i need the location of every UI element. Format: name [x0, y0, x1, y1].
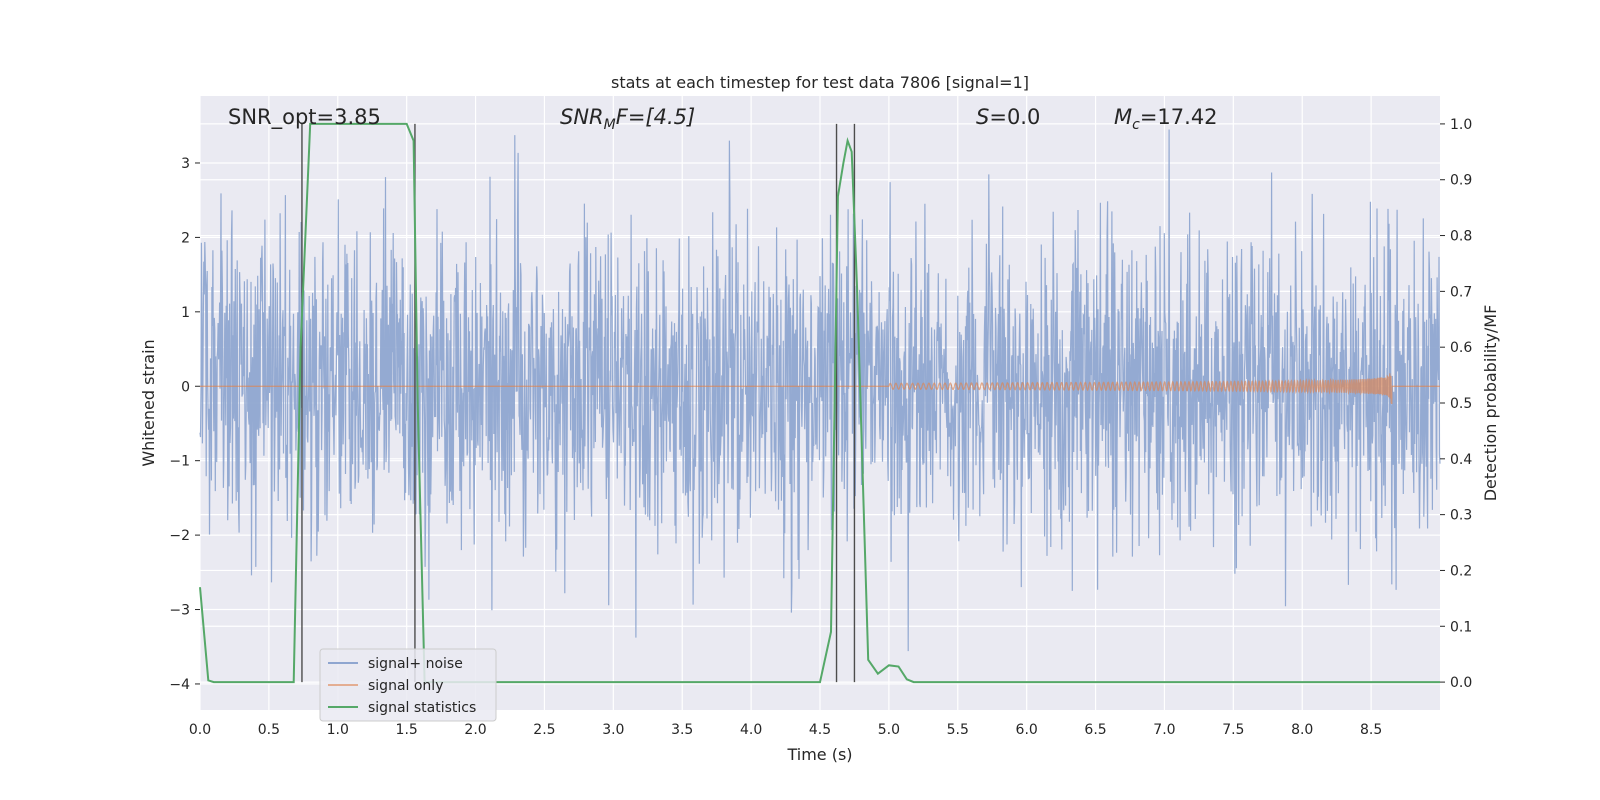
- x-ticks: 0.0 0.5 1.0 1.5 2.0 2.5 3.0 3.5 4.0 4.5 5.0 5.5 6.0 6…: [189, 722, 1382, 738]
- chart-title: stats at each timestep for test data 780…: [611, 73, 1029, 92]
- y-ticks-left: −4 −3 −2 −1 0 1 2 3: [169, 156, 200, 693]
- y-tick-label-left: −4: [169, 677, 190, 693]
- signal-only-series: [200, 373, 1440, 404]
- noise-line: [199, 129, 1441, 652]
- y-tick-label-left: 2: [181, 230, 190, 246]
- legend-label-noise: signal+ noise: [368, 656, 463, 672]
- y-tick-label-left: 1: [181, 305, 190, 321]
- y-tick-label-left: −3: [169, 603, 190, 619]
- annotation-snr-mf-sub: M: [604, 117, 616, 133]
- x-tick-label: 0.0: [189, 722, 211, 738]
- x-tick-label: 7.5: [1222, 722, 1244, 738]
- annotation-mc-sub: c: [1132, 117, 1140, 133]
- y-tick-label-right: 0.6: [1450, 340, 1472, 356]
- annotation-snr-mf-base: SNR: [560, 105, 604, 129]
- annotation-mc: Mc=17.42: [1114, 105, 1218, 133]
- y-tick-label-left: 0: [181, 379, 190, 395]
- x-tick-label: 4.0: [740, 722, 762, 738]
- signal-statistics-series: [199, 122, 1440, 684]
- y-axis-label-right: Detection probability/MF: [1481, 305, 1500, 502]
- y-tick-label-left: −1: [169, 454, 190, 470]
- y-ticks-right: 0.0 0.1 0.2 0.3 0.4 0.5 0.6 0.7 0.8 0.9 1.0: [1440, 117, 1472, 691]
- x-tick-label: 0.5: [258, 722, 280, 738]
- annotation-s-rest: =0.0: [989, 105, 1040, 129]
- x-axis-label: Time (s): [786, 745, 852, 764]
- y-tick-label-right: 0.3: [1450, 508, 1472, 524]
- y-tick-label-right: 0.5: [1450, 396, 1472, 412]
- annotation-mc-base: M: [1114, 105, 1132, 129]
- y-tick-label-right: 0.9: [1450, 173, 1472, 189]
- x-tick-label: 8.0: [1291, 722, 1313, 738]
- annotation-snr-mf: SNRMF=[4.5]: [560, 105, 695, 133]
- x-tick-label: 5.0: [878, 722, 900, 738]
- x-tick-label: 3.0: [602, 722, 624, 738]
- legend-box: [319, 648, 497, 722]
- x-tick-label: 1.5: [396, 722, 418, 738]
- statistics-line: [199, 122, 1440, 684]
- y-tick-label-left: −2: [169, 528, 190, 544]
- x-tick-label: 7.0: [1153, 722, 1175, 738]
- x-tick-label: 2.5: [533, 722, 555, 738]
- y-tick-label-right: 0.2: [1450, 563, 1472, 579]
- annotation-s-base: S: [976, 105, 989, 129]
- y-tick-label-right: 0.0: [1450, 675, 1472, 691]
- x-tick-label: 6.5: [1084, 722, 1106, 738]
- legend: signal+ noise signal only signal statist…: [319, 648, 497, 722]
- x-tick-label: 4.5: [809, 722, 831, 738]
- signal-only-line: [200, 373, 1440, 404]
- y-tick-label-right: 0.1: [1450, 619, 1472, 635]
- x-tick-label: 6.0: [1016, 722, 1038, 738]
- annotation-mc-rest: =17.42: [1140, 105, 1218, 129]
- y-tick-label-right: 1.0: [1450, 117, 1472, 133]
- x-tick-label: 2.0: [464, 722, 486, 738]
- y-tick-label-right: 0.7: [1450, 284, 1472, 300]
- y-tick-label-left: 3: [181, 156, 190, 172]
- annotation-s: S=0.0: [976, 105, 1040, 129]
- legend-label-signal: signal only: [368, 678, 443, 694]
- legend-label-statistics: signal statistics: [368, 700, 476, 716]
- y-tick-label-right: 0.8: [1450, 229, 1472, 245]
- y-axis-label-left: Whitened strain: [139, 339, 158, 466]
- x-tick-label: 5.5: [947, 722, 969, 738]
- x-tick-label: 8.5: [1360, 722, 1382, 738]
- annotation-snr-opt: SNR_opt=3.85: [228, 105, 381, 130]
- y-tick-label-right: 0.4: [1450, 452, 1472, 468]
- x-tick-label: 3.5: [671, 722, 693, 738]
- x-tick-label: 1.0: [327, 722, 349, 738]
- annotation-snr-mf-rest: F=[4.5]: [616, 105, 695, 129]
- noise-series: [199, 129, 1441, 652]
